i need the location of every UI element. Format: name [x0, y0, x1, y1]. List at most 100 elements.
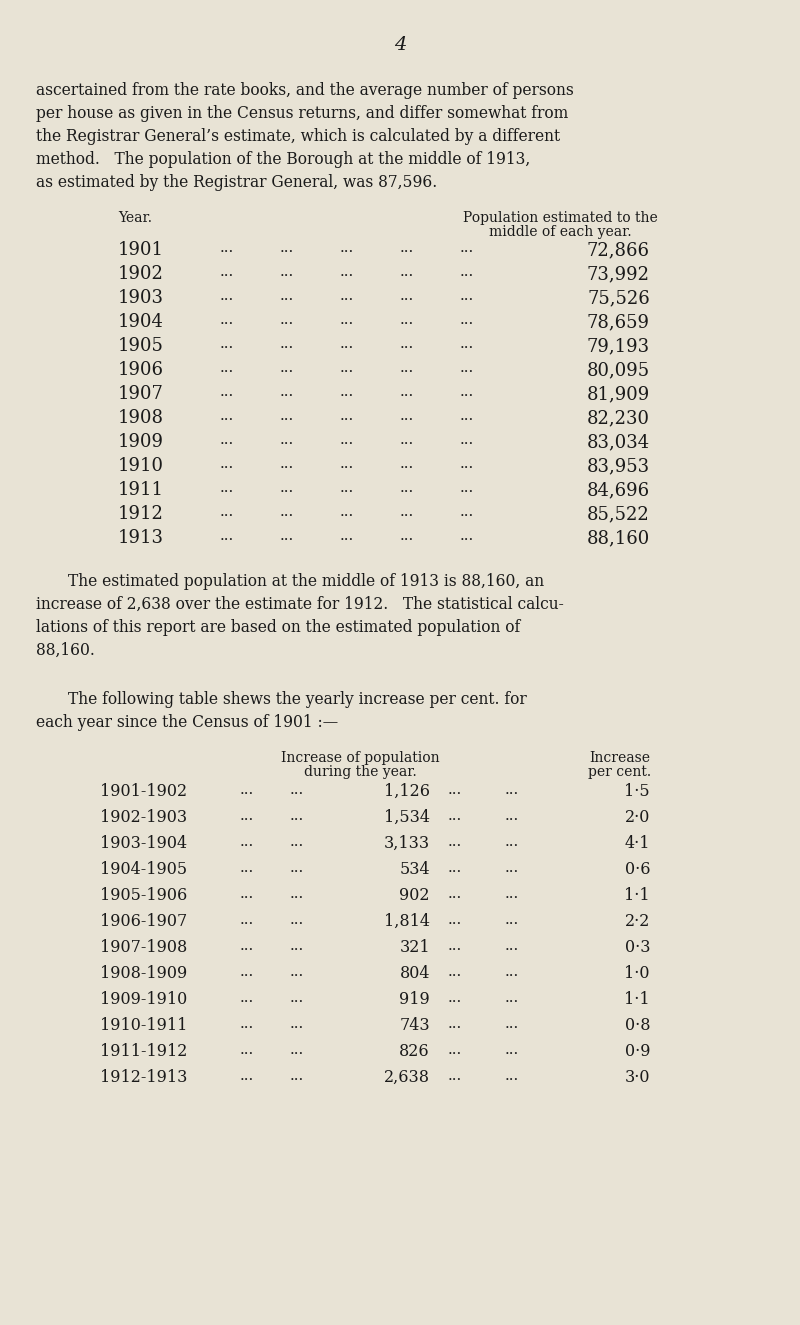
Text: ...: ...	[280, 505, 294, 519]
Text: ...: ...	[240, 810, 254, 823]
Text: ...: ...	[280, 529, 294, 543]
Text: 1913: 1913	[118, 529, 164, 547]
Text: 2·2: 2·2	[625, 913, 650, 930]
Text: 88,160.: 88,160.	[36, 643, 95, 659]
Text: ...: ...	[448, 1069, 462, 1083]
Text: middle of each year.: middle of each year.	[489, 225, 631, 238]
Text: 1903: 1903	[118, 289, 164, 307]
Text: 1906: 1906	[118, 360, 164, 379]
Text: ...: ...	[460, 289, 474, 303]
Text: 1911-1912: 1911-1912	[100, 1043, 187, 1060]
Text: ...: ...	[240, 991, 254, 1004]
Text: ...: ...	[280, 289, 294, 303]
Text: ...: ...	[290, 783, 304, 798]
Text: ...: ...	[220, 265, 234, 280]
Text: ...: ...	[505, 810, 519, 823]
Text: 1·1: 1·1	[624, 886, 650, 904]
Text: 84,696: 84,696	[587, 481, 650, 500]
Text: 2,638: 2,638	[384, 1069, 430, 1086]
Text: ...: ...	[280, 457, 294, 470]
Text: 1·1: 1·1	[624, 991, 650, 1008]
Text: ...: ...	[505, 1069, 519, 1083]
Text: 1912: 1912	[118, 505, 164, 523]
Text: 4·1: 4·1	[625, 835, 650, 852]
Text: 1909-1910: 1909-1910	[100, 991, 187, 1008]
Text: 1,814: 1,814	[384, 913, 430, 930]
Text: ...: ...	[460, 529, 474, 543]
Text: ...: ...	[290, 1043, 304, 1057]
Text: ...: ...	[290, 861, 304, 874]
Text: ...: ...	[280, 481, 294, 496]
Text: ...: ...	[220, 529, 234, 543]
Text: 83,034: 83,034	[587, 433, 650, 451]
Text: as estimated by the Registrar General, was 87,596.: as estimated by the Registrar General, w…	[36, 174, 438, 191]
Text: ...: ...	[340, 505, 354, 519]
Text: 72,866: 72,866	[587, 241, 650, 258]
Text: ...: ...	[280, 433, 294, 447]
Text: method.   The population of the Borough at the middle of 1913,: method. The population of the Borough at…	[36, 151, 530, 168]
Text: ...: ...	[400, 313, 414, 327]
Text: 73,992: 73,992	[587, 265, 650, 284]
Text: 0·9: 0·9	[625, 1043, 650, 1060]
Text: ...: ...	[460, 337, 474, 351]
Text: 1902: 1902	[118, 265, 164, 284]
Text: ...: ...	[505, 783, 519, 798]
Text: ...: ...	[448, 991, 462, 1004]
Text: ...: ...	[400, 386, 414, 399]
Text: ...: ...	[460, 241, 474, 254]
Text: ...: ...	[400, 481, 414, 496]
Text: ...: ...	[220, 457, 234, 470]
Text: ...: ...	[448, 810, 462, 823]
Text: 1908: 1908	[118, 409, 164, 427]
Text: ...: ...	[340, 529, 354, 543]
Text: 902: 902	[399, 886, 430, 904]
Text: ...: ...	[240, 861, 254, 874]
Text: ...: ...	[448, 835, 462, 849]
Text: ...: ...	[505, 1018, 519, 1031]
Text: ...: ...	[505, 913, 519, 928]
Text: ...: ...	[460, 386, 474, 399]
Text: ...: ...	[220, 386, 234, 399]
Text: ...: ...	[290, 991, 304, 1004]
Text: 1905-1906: 1905-1906	[100, 886, 187, 904]
Text: 78,659: 78,659	[587, 313, 650, 331]
Text: 1901-1902: 1901-1902	[100, 783, 187, 800]
Text: ...: ...	[460, 265, 474, 280]
Text: ...: ...	[280, 337, 294, 351]
Text: ...: ...	[280, 386, 294, 399]
Text: ...: ...	[400, 337, 414, 351]
Text: 1910: 1910	[118, 457, 164, 474]
Text: 1909: 1909	[118, 433, 164, 451]
Text: 80,095: 80,095	[587, 360, 650, 379]
Text: ...: ...	[340, 481, 354, 496]
Text: Population estimated to the: Population estimated to the	[462, 211, 658, 225]
Text: 88,160: 88,160	[586, 529, 650, 547]
Text: 1901: 1901	[118, 241, 164, 258]
Text: ...: ...	[448, 1018, 462, 1031]
Text: 743: 743	[399, 1018, 430, 1034]
Text: ...: ...	[460, 360, 474, 375]
Text: ...: ...	[460, 409, 474, 423]
Text: ...: ...	[400, 265, 414, 280]
Text: 826: 826	[399, 1043, 430, 1060]
Text: 534: 534	[399, 861, 430, 878]
Text: ...: ...	[460, 433, 474, 447]
Text: ...: ...	[290, 810, 304, 823]
Text: ...: ...	[220, 313, 234, 327]
Text: 1·0: 1·0	[625, 965, 650, 982]
Text: ...: ...	[240, 783, 254, 798]
Text: ...: ...	[240, 1069, 254, 1083]
Text: ...: ...	[400, 360, 414, 375]
Text: ...: ...	[240, 1018, 254, 1031]
Text: ...: ...	[505, 991, 519, 1004]
Text: ...: ...	[280, 409, 294, 423]
Text: ...: ...	[400, 241, 414, 254]
Text: 83,953: 83,953	[587, 457, 650, 474]
Text: ...: ...	[220, 505, 234, 519]
Text: ...: ...	[340, 289, 354, 303]
Text: ...: ...	[240, 965, 254, 979]
Text: ...: ...	[460, 313, 474, 327]
Text: ...: ...	[400, 505, 414, 519]
Text: 1,126: 1,126	[384, 783, 430, 800]
Text: ...: ...	[448, 939, 462, 953]
